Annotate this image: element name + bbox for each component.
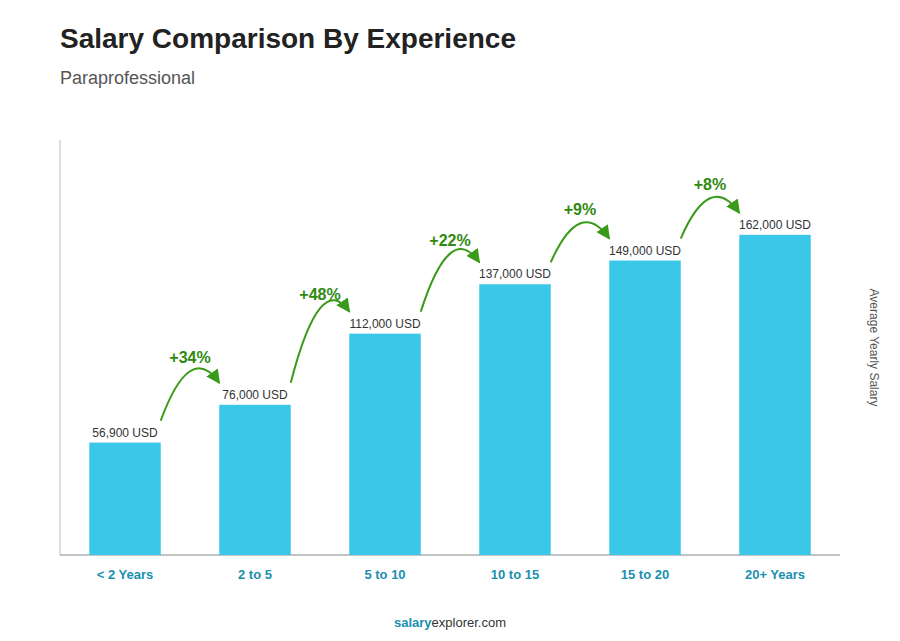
x-tick-label: 15 to 20 [621, 567, 669, 582]
annotation: +22% [429, 232, 470, 249]
annotation-arrows [161, 197, 740, 421]
data-label: 162,000 USD [739, 218, 811, 232]
title: Salary Comparison By Experience [60, 23, 516, 54]
x-tick-label: < 2 Years [97, 567, 154, 582]
annotation: +48% [299, 286, 340, 303]
annotation-arrow [291, 300, 350, 383]
data-label: 149,000 USD [609, 244, 681, 258]
y-axis-line [60, 140, 61, 555]
annotation: +9% [564, 201, 596, 218]
annotation-arrow [161, 368, 220, 420]
x-tick-label: 5 to 10 [364, 567, 405, 582]
footer-part: salary [394, 615, 432, 630]
subtitle: Paraprofessional [60, 68, 195, 88]
data-label: 112,000 USD [349, 317, 420, 331]
annotation-arrow [421, 249, 480, 312]
x-tick-label: 2 to 5 [238, 567, 272, 582]
bar [349, 334, 421, 555]
bars [89, 235, 811, 555]
bar [219, 405, 291, 555]
x-tick-label: 20+ Years [745, 567, 805, 582]
bar [89, 443, 161, 555]
annotation-arrow [551, 222, 610, 262]
footer: salaryexplorer.com [394, 615, 506, 630]
x-tick-label: 10 to 15 [491, 567, 539, 582]
annotation: +8% [694, 176, 726, 193]
y-axis-label: Average Yearly Salary [867, 289, 881, 407]
data-label: 56,900 USD [92, 426, 158, 440]
annotation: +34% [169, 349, 210, 366]
data-label: 137,000 USD [479, 267, 551, 281]
footer-part: explorer.com [432, 615, 506, 630]
data-label: 76,000 USD [222, 388, 288, 402]
annotation-arrow [681, 197, 740, 239]
bar [609, 261, 681, 555]
x-axis-line [60, 555, 840, 556]
chart: Salary Comparison By Experience Paraprofe… [0, 0, 900, 641]
bar [479, 284, 551, 555]
bar [739, 235, 811, 555]
